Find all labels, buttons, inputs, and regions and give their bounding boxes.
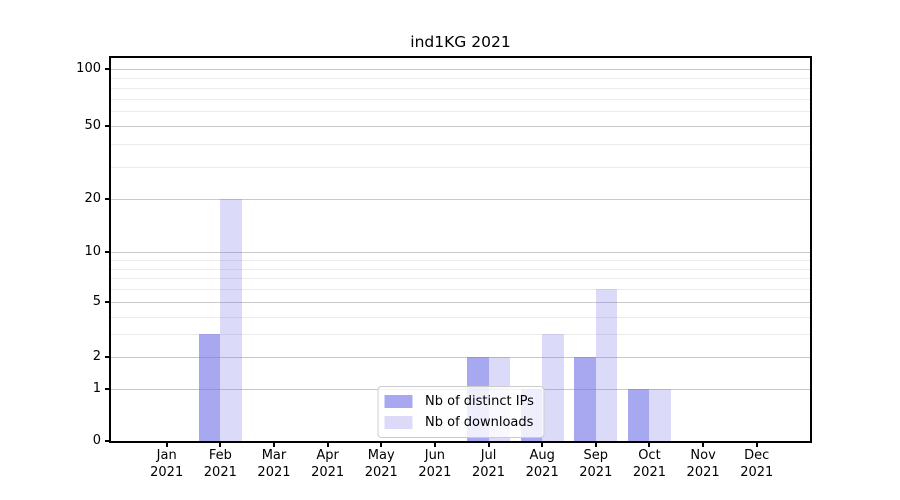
xtick-label-apr: Apr 2021 <box>311 448 345 480</box>
xtick-label-mar: Mar 2021 <box>257 448 291 480</box>
xtick-label-may: May 2021 <box>364 448 398 480</box>
bar-downloads-oct <box>649 389 672 441</box>
xtick-label-jun: Jun 2021 <box>418 448 452 480</box>
xtick-mark-jan <box>165 443 168 447</box>
xtick-mark-jun <box>433 443 436 447</box>
gridline-major-20 <box>111 199 810 201</box>
xtick-mark-sep <box>594 443 597 447</box>
gridline-minor-60 <box>111 111 810 113</box>
ytick-label-0: 0 <box>92 433 101 448</box>
gridline-minor-6 <box>111 289 810 291</box>
ytick-label-50: 50 <box>84 118 101 133</box>
plot-area: Nb of distinct IPs Nb of downloads <box>109 56 812 443</box>
xtick-label-sep: Sep 2021 <box>579 448 613 480</box>
bar-distinct-ips-feb <box>198 334 221 441</box>
xtick-mark-dec <box>755 443 758 447</box>
gridline-major-10 <box>111 252 810 254</box>
gridline-minor-90 <box>111 78 810 80</box>
gridline-minor-80 <box>111 87 810 89</box>
ytick-label-100: 100 <box>76 61 101 77</box>
xtick-mark-nov <box>702 443 705 447</box>
bar-distinct-ips-sep <box>574 357 596 441</box>
legend-label-distinct-ips: Nb of distinct IPs <box>425 394 534 409</box>
xtick-label-aug: Aug 2021 <box>525 448 559 480</box>
bar-downloads-sep <box>595 289 618 441</box>
legend-swatch-downloads-icon <box>384 416 412 429</box>
xtick-label-feb: Feb 2021 <box>203 448 237 480</box>
gridline-major-2 <box>111 357 810 359</box>
gridline-minor-40 <box>111 144 810 146</box>
gridline-minor-30 <box>111 167 810 169</box>
gridline-minor-70 <box>111 98 810 100</box>
gridline-minor-8 <box>111 268 810 270</box>
ytick-mark-0 <box>105 440 109 442</box>
ytick-mark-5 <box>105 300 109 303</box>
ytick-label-10: 10 <box>84 244 101 260</box>
xtick-mark-oct <box>648 443 651 447</box>
ytick-mark-20 <box>105 198 109 201</box>
gridline-major-100 <box>111 69 810 71</box>
gridline-minor-9 <box>111 260 810 262</box>
ytick-mark-1 <box>105 388 109 391</box>
ytick-mark-50 <box>105 125 109 127</box>
legend-label-downloads: Nb of downloads <box>425 415 534 430</box>
ytick-mark-100 <box>105 68 109 71</box>
xtick-label-jan: Jan 2021 <box>150 448 184 480</box>
legend-item-distinct-ips: Nb of distinct IPs <box>384 394 534 409</box>
gridline-minor-3 <box>111 334 810 336</box>
xtick-label-nov: Nov 2021 <box>686 448 720 480</box>
xtick-mark-mar <box>272 443 275 447</box>
ytick-mark-10 <box>105 251 109 254</box>
xtick-label-dec: Dec 2021 <box>740 448 774 480</box>
gridline-major-5 <box>111 301 810 303</box>
xtick-mark-jul <box>487 443 490 447</box>
ytick-mark-2 <box>105 356 109 359</box>
legend-item-downloads: Nb of downloads <box>384 415 534 430</box>
ytick-label-5: 5 <box>92 293 101 309</box>
chart-title: ind1KG 2021 <box>410 33 511 51</box>
bar-distinct-ips-oct <box>627 389 650 441</box>
bar-downloads-feb <box>220 199 242 441</box>
xtick-mark-apr <box>326 443 329 447</box>
ytick-label-20: 20 <box>84 191 101 207</box>
xtick-label-oct: Oct 2021 <box>632 448 666 480</box>
gridline-major-50 <box>111 126 810 127</box>
xtick-mark-may <box>380 443 383 447</box>
xtick-mark-feb <box>219 443 222 447</box>
gridline-minor-4 <box>111 316 810 318</box>
xtick-mark-aug <box>541 443 544 447</box>
legend-swatch-distinct-ips-icon <box>384 395 412 408</box>
legend: Nb of distinct IPs Nb of downloads <box>377 386 544 438</box>
ytick-label-1: 1 <box>92 381 101 397</box>
ytick-label-2: 2 <box>92 349 101 365</box>
gridline-minor-7 <box>111 278 810 280</box>
xtick-label-jul: Jul 2021 <box>471 448 506 480</box>
bar-downloads-aug <box>542 334 564 441</box>
